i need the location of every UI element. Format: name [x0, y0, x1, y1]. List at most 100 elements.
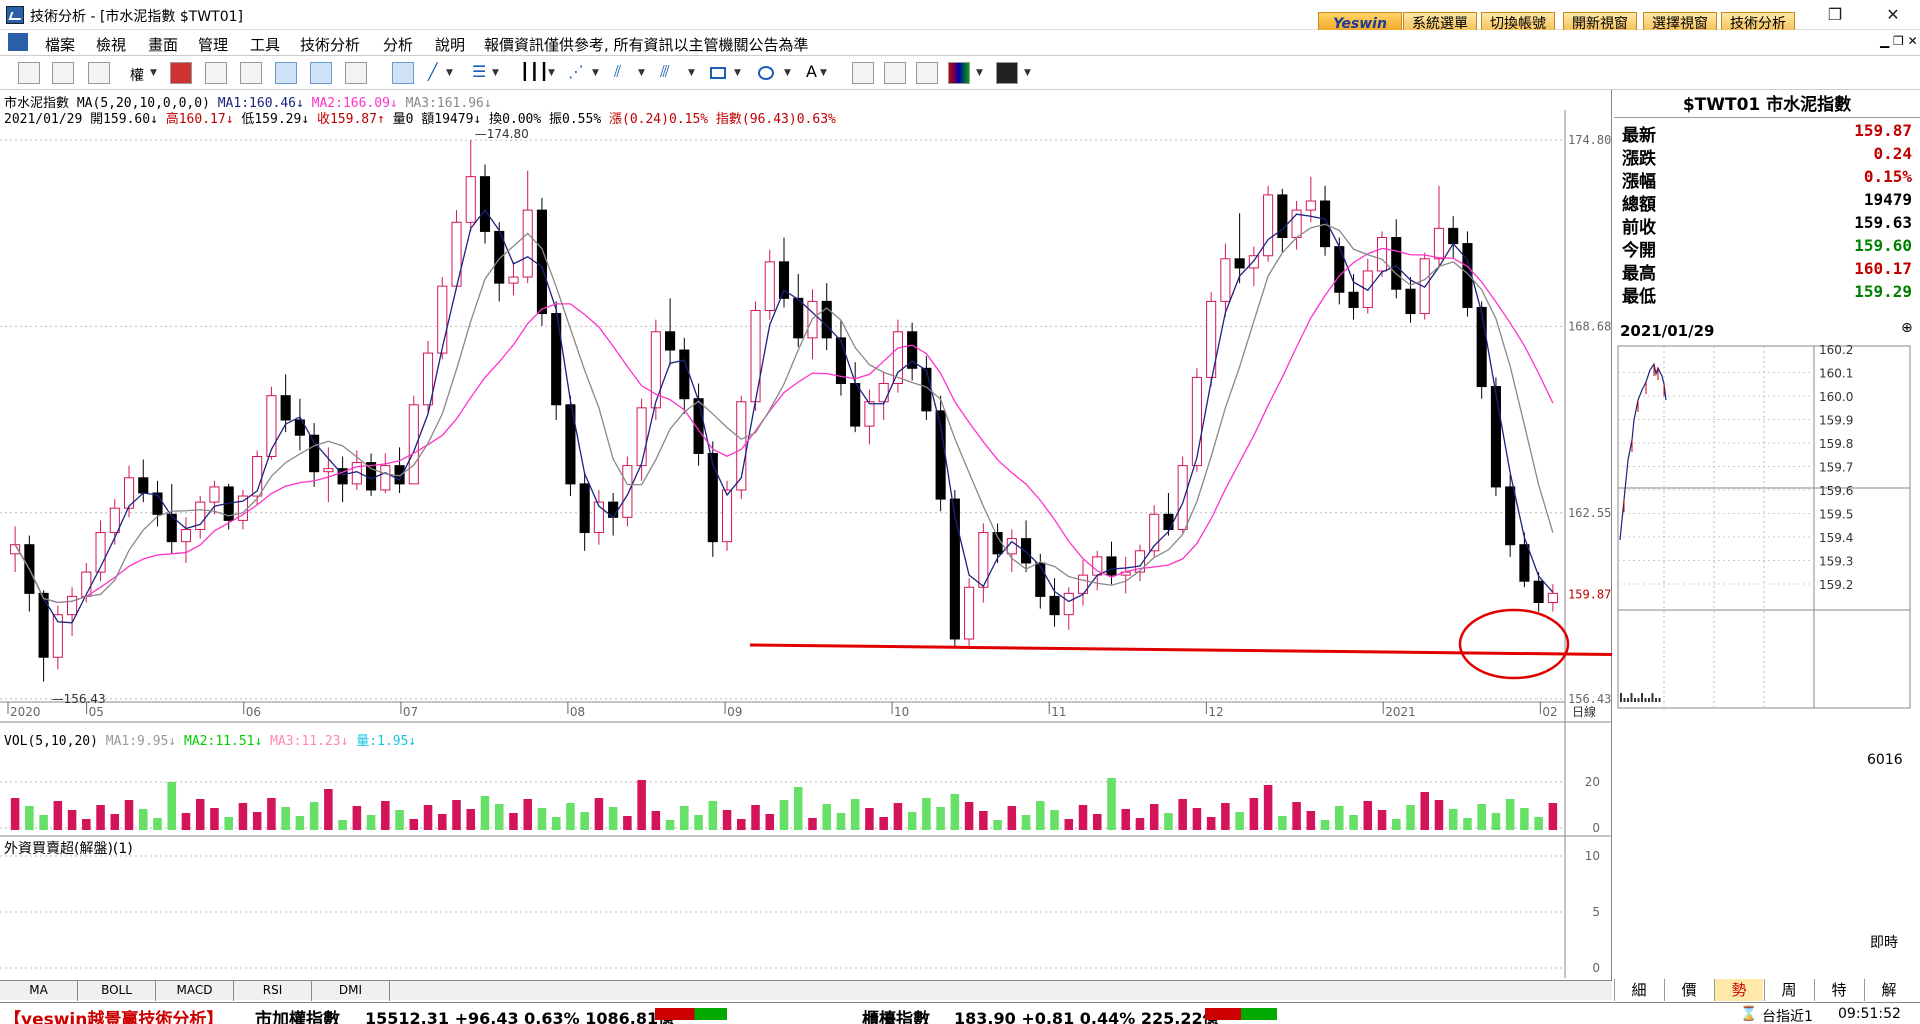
parallel-icon[interactable]: ⫻ — [660, 62, 670, 81]
taiex-name: 市加權指數 — [255, 1010, 340, 1024]
grid-icon[interactable] — [205, 62, 227, 84]
chevron-down-icon[interactable]: ▼ — [548, 68, 555, 78]
vol-value: 量:1.95↓ — [356, 734, 417, 749]
copy-icon[interactable] — [852, 62, 874, 84]
ma2-line — [14, 247, 1554, 604]
quote-row: 前收 159.63 — [1614, 212, 1920, 238]
menu-manage[interactable]: 管理 — [198, 36, 229, 54]
menu-bar: 檔案 檢視 畫面 管理 工具 技術分析 分析 說明 報價資訊僅供參考, 所有資訊… — [0, 30, 1920, 56]
tab-dmi[interactable]: DMI — [312, 981, 390, 1001]
tab-trend[interactable]: 勢 — [1714, 979, 1763, 1001]
ma3-line — [14, 223, 1554, 604]
menu-file[interactable]: 檔案 — [45, 36, 76, 54]
line-chart-icon[interactable] — [275, 62, 297, 84]
eraser-icon[interactable] — [884, 62, 906, 84]
tab-boll[interactable]: BOLL — [78, 981, 156, 1001]
delete-icon[interactable] — [916, 62, 938, 84]
alert-icon[interactable]: ⌛ — [1740, 1006, 1758, 1022]
volume-bar — [651, 811, 661, 830]
crosshair-icon[interactable] — [52, 62, 74, 84]
text-icon[interactable]: A — [806, 62, 817, 81]
vertical-lines-icon[interactable]: ┃┃┃ — [520, 62, 549, 81]
candle-body — [1277, 194, 1288, 238]
intraday-chart[interactable]: 160.2 160.1 160.0 159.9 159.8 159.7 159.6 159.5… — [1614, 340, 1920, 980]
price-chart[interactable]: —174.80 —156.43 174.80 168.68 162.55 159.87 1… — [0, 90, 1612, 982]
candle-body — [736, 401, 747, 491]
tab-special[interactable]: 特 — [1814, 979, 1863, 1001]
chevron-down-icon[interactable]: ▼ — [446, 68, 453, 78]
x-tick-label: 12 — [1208, 705, 1223, 719]
volume-bar — [82, 819, 91, 830]
chevron-down-icon[interactable]: ▼ — [638, 68, 645, 78]
restore-icon[interactable]: ❐ — [1827, 5, 1843, 24]
candle-body — [1505, 486, 1516, 546]
volume-bar — [979, 811, 988, 830]
menu-view[interactable]: 檢視 — [96, 36, 127, 54]
chevron-down-icon[interactable]: ▼ — [1024, 68, 1031, 78]
chevron-down-icon[interactable]: ▼ — [976, 68, 983, 78]
volume-bar — [381, 801, 390, 830]
tab-rsi[interactable]: RSI — [234, 981, 312, 1001]
tab-detail[interactable]: 細 — [1614, 979, 1663, 1001]
menu-tech-analysis[interactable]: 技術分析 — [300, 36, 361, 54]
menu-help[interactable]: 說明 — [435, 36, 466, 54]
indicator-header: 外資買賣超(解盤)(1) — [4, 841, 133, 857]
candle-body — [579, 483, 590, 534]
candle-body — [294, 419, 305, 436]
tab-explain[interactable]: 解 — [1864, 979, 1913, 1001]
intraday-volume-bar — [1620, 693, 1622, 702]
chevron-down-icon[interactable]: ▼ — [820, 68, 827, 78]
chevron-down-icon[interactable]: ▼ — [592, 68, 599, 78]
volume-bar — [295, 816, 305, 830]
fib-icon[interactable]: ☰ — [472, 62, 487, 81]
rectangle-icon[interactable] — [710, 67, 726, 79]
chevron-down-icon[interactable]: ▼ — [688, 68, 695, 78]
bars-icon[interactable] — [18, 62, 40, 84]
save-icon[interactable] — [996, 62, 1018, 84]
fan-icon[interactable]: ⋰ — [568, 62, 584, 81]
color-icon[interactable] — [948, 62, 970, 84]
window-icon[interactable] — [88, 62, 110, 84]
candle-body — [166, 513, 177, 543]
trendline-icon[interactable]: ╱ — [428, 62, 438, 81]
rights-icon[interactable]: 權 — [130, 68, 144, 84]
volume-bar — [267, 798, 276, 830]
menu-screen[interactable]: 畫面 — [148, 36, 179, 54]
volume-bar — [167, 782, 177, 830]
menu-tools[interactable]: 工具 — [250, 36, 281, 54]
chevron-down-icon[interactable]: ▼ — [492, 68, 499, 78]
intraday-volume-bar — [1651, 693, 1654, 702]
tab-macd[interactable]: MACD — [156, 981, 234, 1001]
volume-bar — [1050, 810, 1059, 830]
volume-bar — [96, 805, 105, 830]
tab-week[interactable]: 周 — [1764, 979, 1813, 1001]
mdi-controls[interactable]: ▁ ❐ ✕ — [1880, 34, 1918, 48]
clock: 09:51:52 — [1838, 1006, 1901, 1022]
candle-body — [536, 209, 548, 315]
chevron-down-icon[interactable]: ▼ — [784, 68, 791, 78]
layout-icon[interactable] — [310, 62, 332, 84]
tab-ma[interactable]: MA — [0, 981, 78, 1001]
candle-body — [1149, 513, 1160, 552]
close-icon[interactable]: ✕ — [1886, 5, 1900, 24]
candle-body — [1433, 227, 1445, 260]
intraday-tick-label: 159.6 — [1819, 484, 1853, 498]
candle-body — [1490, 386, 1501, 488]
volume-bar — [210, 808, 219, 830]
draw-icon[interactable] — [392, 62, 414, 84]
zoom-icon[interactable]: ⊕ — [1901, 320, 1913, 336]
tab-price[interactable]: 價 — [1664, 979, 1713, 1001]
chart-area[interactable]: —174.80 —156.43 174.80 168.68 162.55 159.87 1… — [0, 90, 1612, 982]
menu-analysis[interactable]: 分析 — [383, 36, 414, 54]
volume-bar — [850, 799, 860, 830]
chevron-down-icon[interactable]: ▼ — [734, 68, 741, 78]
ma1-value: MA1:160.46↓ — [217, 96, 304, 111]
channel-icon[interactable]: ⫽ — [614, 62, 622, 81]
chart-icon[interactable] — [240, 62, 262, 84]
indicator-icon[interactable] — [170, 62, 192, 84]
settings-icon[interactable] — [345, 62, 367, 84]
chevron-down-icon[interactable]: ▼ — [150, 68, 157, 78]
volume-bar — [1092, 814, 1102, 830]
volume-bar — [252, 812, 262, 830]
ellipse-icon[interactable] — [758, 66, 774, 80]
